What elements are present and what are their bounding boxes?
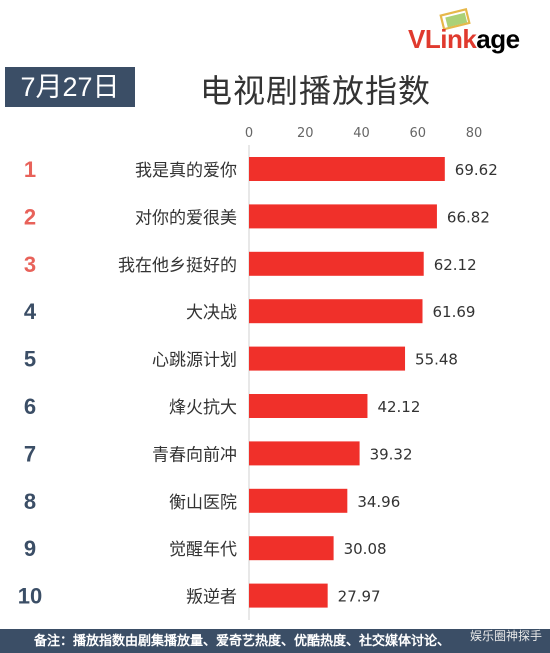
- chart-title: 电视剧播放指数: [200, 72, 432, 110]
- date-badge: 7月27日: [5, 67, 135, 107]
- category-label: 烽火抗大: [169, 398, 237, 418]
- bar: [249, 157, 445, 181]
- category-label: 心跳源计划: [152, 351, 237, 371]
- value-label: 69.62: [455, 161, 498, 179]
- category-label: 衡山医院: [169, 493, 237, 513]
- category-label: 我是真的爱你: [135, 161, 237, 181]
- rank-number: 8: [24, 489, 36, 514]
- footer-note: 备注：播放指数由剧集播放量、爱奇艺热度、优酷热度、社交媒体讨论、: [34, 634, 451, 649]
- rank-number: 9: [24, 536, 36, 561]
- bar: [249, 204, 437, 229]
- category-label: 叛逆者: [186, 588, 237, 608]
- category-label: 觉醒年代: [169, 540, 237, 560]
- rank-number: 6: [24, 394, 36, 419]
- bar: [249, 441, 360, 466]
- value-label: 27.97: [338, 588, 381, 606]
- x-tick-label: 0: [245, 126, 253, 141]
- brand-logo: VLinkage: [408, 8, 540, 54]
- bar: [249, 251, 424, 276]
- value-label: 30.08: [344, 540, 387, 558]
- rank-number: 10: [18, 584, 42, 609]
- category-label: 我在他乡挺好的: [118, 256, 237, 276]
- bar-chart: 0 20 40 60 80 1 我是真的爱你 69.62 2 对你的爱很美 66.82 3 我在他乡挺好…: [18, 126, 498, 620]
- category-label: 大决战: [186, 303, 237, 323]
- footer-note-bar: 备注：播放指数由剧集播放量、爱奇艺热度、优酷热度、社交媒体讨论、 娱乐圈神探手: [0, 629, 550, 653]
- value-label: 61.69: [433, 303, 476, 321]
- value-label: 62.12: [434, 256, 477, 274]
- category-label: 青春向前冲: [152, 445, 237, 465]
- x-tick-label: 40: [353, 126, 370, 141]
- rank-number: 7: [24, 441, 36, 466]
- x-tick-label: 20: [297, 126, 314, 141]
- value-label: 34.96: [357, 493, 400, 511]
- logo-text: VLinkage: [408, 24, 520, 54]
- watermark: 娱乐圈神探手: [469, 629, 542, 643]
- logo-mark-icon: [439, 8, 471, 30]
- value-label: 66.82: [447, 208, 490, 226]
- rank-number: 2: [24, 204, 36, 229]
- bar: [249, 583, 328, 608]
- bar: [249, 346, 406, 371]
- bar: [249, 488, 348, 513]
- rank-number: 1: [24, 157, 36, 182]
- bar: [249, 299, 423, 324]
- rank-number: 5: [24, 347, 36, 372]
- bar: [249, 394, 368, 418]
- rank-number: 4: [24, 299, 37, 324]
- value-label: 39.32: [370, 445, 413, 463]
- rank-number: 3: [24, 252, 36, 277]
- category-label: 对你的爱很美: [135, 208, 237, 228]
- x-tick-label: 60: [409, 126, 426, 141]
- value-label: 55.48: [415, 351, 458, 369]
- bar: [249, 536, 334, 561]
- x-tick-label: 80: [466, 126, 483, 141]
- value-label: 42.12: [377, 398, 420, 416]
